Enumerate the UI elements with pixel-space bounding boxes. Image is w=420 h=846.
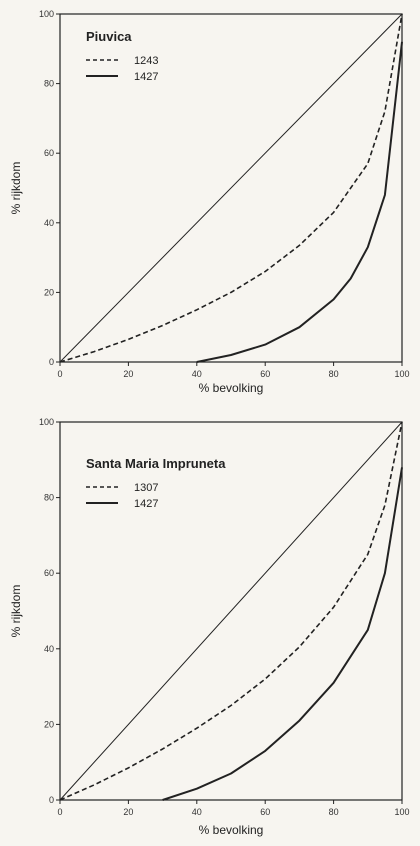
equality-diagonal <box>59 421 403 801</box>
chart-santa-maria-impruneta: 0 20 40 60 80 100 0 20 40 60 80 100 % bevolking % rij… <box>9 417 410 837</box>
x-tick-label: 0 <box>57 369 62 379</box>
chart-piuvica: 0 20 40 60 80 100 0 20 40 60 80 100 % bevolking % rij… <box>9 9 410 395</box>
y-axis-label: % rijkdom <box>9 162 23 215</box>
x-axis-label: % bevolking <box>199 823 264 837</box>
x-tick-label: 80 <box>329 369 339 379</box>
series-line-1243 <box>59 13 403 363</box>
y-tick-label: 0 <box>49 357 54 367</box>
x-tick-label: 100 <box>394 369 409 379</box>
legend-label-1427: 1427 <box>134 71 158 83</box>
series-line-1427 <box>162 467 403 801</box>
x-tick-label: 20 <box>123 369 133 379</box>
legend-label-1243: 1243 <box>134 55 158 67</box>
series-line-1307 <box>59 421 403 801</box>
y-tick-label: 60 <box>44 148 54 158</box>
equality-diagonal <box>59 13 403 363</box>
x-tick-label: 40 <box>192 807 202 817</box>
y-tick-label: 20 <box>44 719 54 729</box>
y-tick-label: 60 <box>44 568 54 578</box>
x-tick-label: 80 <box>329 807 339 817</box>
y-tick-label: 20 <box>44 287 54 297</box>
x-tick-label: 20 <box>123 807 133 817</box>
x-axis-label: % bevolking <box>199 381 264 395</box>
y-axis-label: % rijkdom <box>9 585 23 638</box>
legend-label-1307: 1307 <box>134 482 158 494</box>
y-tick-label: 100 <box>39 9 54 19</box>
chart-title: Piuvica <box>86 29 132 44</box>
y-tick-label: 80 <box>44 79 54 89</box>
legend-label-1427: 1427 <box>134 498 158 510</box>
x-tick-label: 0 <box>57 807 62 817</box>
series-line-1427 <box>196 41 403 363</box>
y-tick-label: 100 <box>39 417 54 427</box>
plot-frame <box>59 13 403 363</box>
y-tick-label: 80 <box>44 493 54 503</box>
x-tick-label: 100 <box>394 807 409 817</box>
plot-frame <box>59 421 403 801</box>
x-tick-label: 40 <box>192 369 202 379</box>
y-tick-label: 0 <box>49 795 54 805</box>
y-tick-label: 40 <box>44 218 54 228</box>
y-tick-label: 40 <box>44 644 54 654</box>
chart-title: Santa Maria Impruneta <box>86 456 226 471</box>
x-tick-label: 60 <box>260 807 270 817</box>
x-tick-label: 60 <box>260 369 270 379</box>
